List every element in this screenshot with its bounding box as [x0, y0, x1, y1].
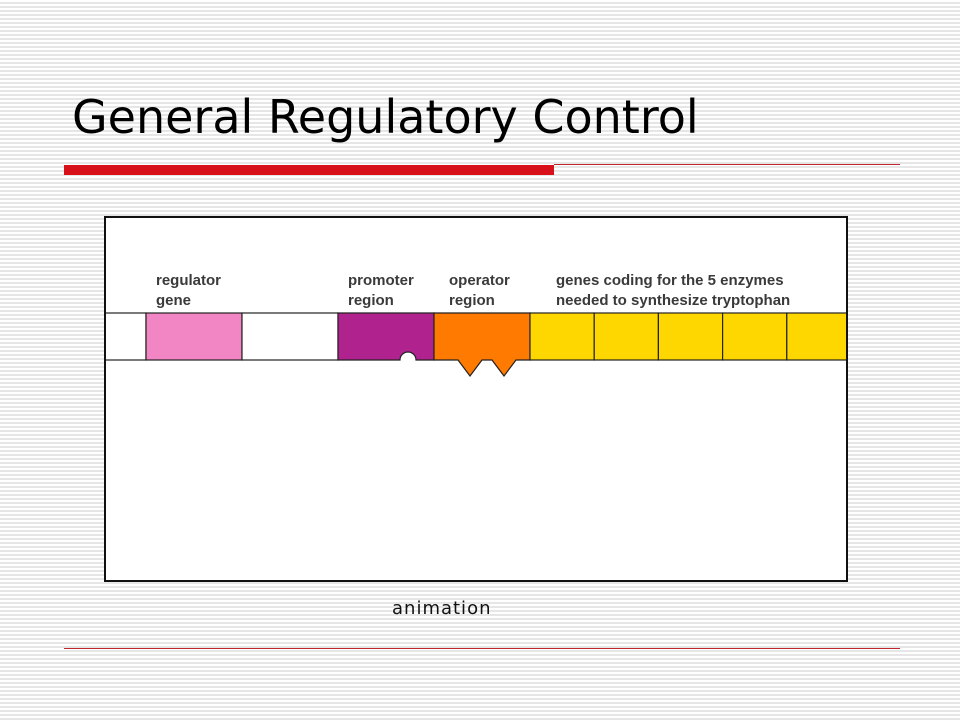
title-underline-accent: [64, 165, 554, 175]
enzyme-gene-segment-3: [657, 312, 724, 361]
promoter-region-segment: [337, 312, 435, 361]
dna-spacer-segment-left: [106, 312, 147, 361]
regulator-gene-segment: [145, 312, 243, 361]
regulator-gene-label-line1: regulator: [156, 272, 221, 289]
enzyme-gene-segment-2: [593, 312, 660, 361]
animation-caption[interactable]: animation: [392, 598, 492, 619]
regulator-gene-label-line2: gene: [156, 292, 191, 309]
promoter-region-label-line2: region: [348, 292, 394, 309]
operator-region-label-line1: operator: [449, 272, 510, 289]
slide-title: General Regulatory Control: [72, 90, 699, 144]
dna-spacer-segment-middle: [241, 312, 339, 361]
enzyme-genes-label-line2: needed to synthesize tryptophan: [556, 292, 790, 309]
enzyme-gene-segment-1: [529, 312, 595, 361]
operator-region-label-line2: region: [449, 292, 495, 309]
operator-region-segment: [433, 312, 531, 377]
operon-diagram[interactable]: regulator gene promoter region operator …: [104, 216, 848, 582]
title-underline-rule: [554, 164, 900, 165]
footer-rule: [64, 648, 900, 649]
enzyme-genes-group: [529, 312, 846, 361]
operon-diagram-canvas: regulator gene promoter region operator …: [106, 272, 846, 377]
enzyme-gene-segment-5: [786, 312, 846, 361]
enzyme-gene-segment-4: [721, 312, 788, 361]
promoter-region-label-line1: promoter: [348, 272, 414, 289]
enzyme-genes-label-line1: genes coding for the 5 enzymes: [556, 272, 784, 289]
